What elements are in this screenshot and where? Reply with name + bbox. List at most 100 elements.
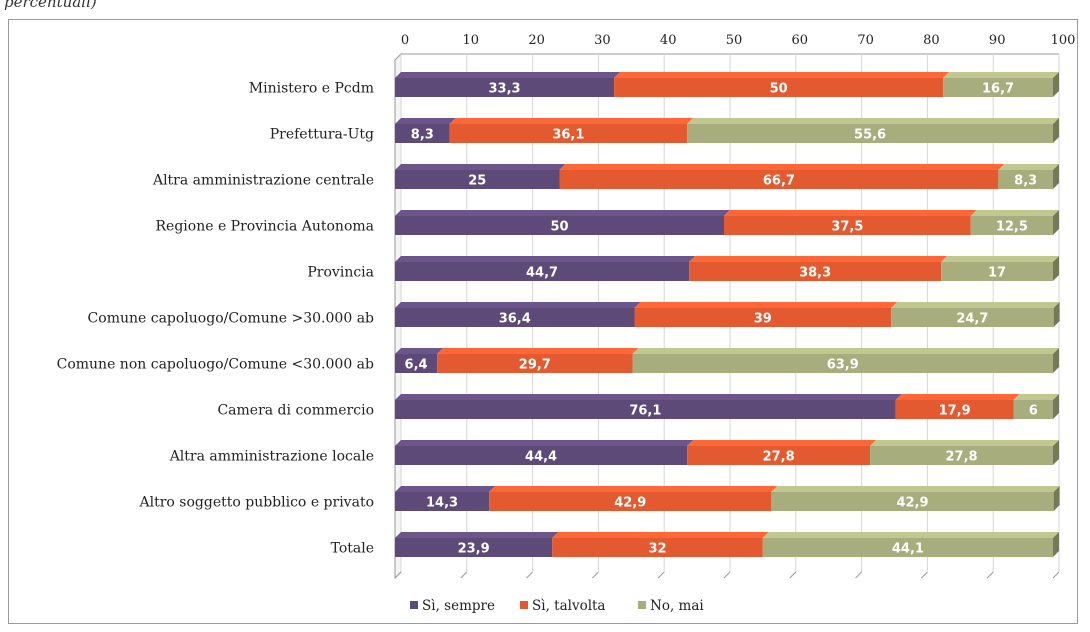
category-label: Altra amministrazione centrale [152, 173, 374, 189]
bar-top-face [395, 348, 444, 354]
data-label: 42,9 [896, 496, 928, 511]
bar-top-face [395, 302, 641, 308]
data-label: 27,8 [945, 450, 977, 465]
bar-top-face [395, 256, 696, 262]
bar-segment [395, 446, 688, 465]
bar-segment [689, 262, 942, 281]
bar-segment [395, 216, 724, 235]
x-tick-label: 30 [594, 33, 611, 48]
data-label: 55,6 [854, 128, 886, 143]
data-label: 8,3 [1014, 174, 1037, 189]
bar-segment [891, 308, 1054, 327]
x-tick-label: 60 [792, 33, 809, 48]
bar-top-face [762, 532, 1059, 538]
x-tick-label: 10 [463, 33, 480, 48]
data-label: 36,4 [499, 312, 531, 327]
bar-segment [941, 262, 1053, 281]
bar-segment [395, 170, 560, 189]
legend-label: Sì, talvolta [532, 598, 606, 614]
bar-top-face [771, 486, 1060, 492]
data-label: 63,9 [827, 358, 859, 373]
chart-frame [8, 19, 1078, 624]
x-tick-label: 90 [989, 33, 1006, 48]
bar-top-face [943, 72, 1059, 78]
category-label: Comune capoluogo/Comune >30.000 ab [88, 311, 374, 327]
bar-segment [395, 262, 690, 281]
floor-tick [986, 571, 994, 579]
data-label: 8,3 [411, 128, 434, 143]
bar-side-face [1053, 164, 1059, 189]
bar-segment [395, 492, 490, 511]
bar-side-face [1053, 118, 1059, 143]
bar-top-face [395, 164, 566, 170]
bar-segment [552, 538, 763, 557]
data-label: 16,7 [982, 82, 1014, 97]
bar-top-face [689, 256, 948, 262]
bar-top-face [634, 302, 898, 308]
bar-top-face [395, 210, 730, 216]
data-label: 42,9 [614, 496, 646, 511]
bar-segment [771, 492, 1054, 511]
bar-top-face [724, 210, 977, 216]
data-label: 50 [550, 220, 568, 235]
category-label: Ministero e Pcdm [249, 81, 374, 97]
bar-top-face [449, 118, 694, 124]
bar-top-face [395, 72, 621, 78]
x-tick-label: 70 [857, 33, 874, 48]
bar-side-face [1053, 532, 1059, 557]
x-tick-label: 80 [923, 33, 940, 48]
x-tick-label: 40 [660, 33, 677, 48]
bar-top-face [395, 532, 559, 538]
category-label: Altra amministrazione locale [169, 449, 374, 465]
category-label: Provincia [307, 265, 374, 281]
data-label: 38,3 [799, 266, 831, 281]
bar-segment [762, 538, 1053, 557]
legend-swatch [638, 601, 646, 609]
bar-segment [395, 354, 438, 373]
bar-segment [437, 354, 633, 373]
bar-top-face [970, 210, 1059, 216]
bar-top-face [687, 440, 877, 446]
bar-segment [687, 446, 871, 465]
data-label: 39 [754, 312, 772, 327]
bar-segment [449, 124, 688, 143]
bar-segment [559, 170, 999, 189]
bar-top-face [437, 348, 639, 354]
bar-top-face [1013, 394, 1059, 400]
data-label: 66,7 [763, 174, 795, 189]
bar-top-face [632, 348, 1059, 354]
data-label: 44,4 [525, 450, 557, 465]
data-label: 24,7 [956, 312, 988, 327]
bar-side-face [1053, 486, 1060, 511]
floor-tick [592, 571, 599, 579]
floor-tick [526, 571, 533, 579]
category-label: Prefettura-Utg [270, 127, 374, 143]
bar-top-face [998, 164, 1059, 170]
data-label: 37,5 [831, 220, 863, 235]
bar-side-face [1053, 210, 1059, 235]
legend-swatch [520, 601, 528, 609]
bar-top-face [489, 486, 778, 492]
data-label: 44,7 [526, 266, 558, 281]
data-label: 12,5 [996, 220, 1028, 235]
bar-top-face [552, 532, 769, 538]
bar-segment [614, 78, 944, 97]
bar-top-face [687, 118, 1059, 124]
data-label: 44,1 [892, 542, 924, 557]
floor-tick [855, 571, 862, 579]
bar-segment [489, 492, 772, 511]
data-label: 14,3 [426, 496, 458, 511]
data-label: 25 [468, 174, 486, 189]
bar-top-face [614, 72, 950, 78]
bar-segment [395, 124, 450, 143]
data-label: 6,4 [405, 358, 428, 373]
floor-tick [460, 571, 468, 579]
category-label: Altro soggetto pubblico e privato [139, 495, 375, 511]
category-label: Comune non capoluogo/Comune <30.000 ab [57, 357, 374, 373]
bar-top-face [395, 486, 496, 492]
bar-segment [998, 170, 1053, 189]
floor-tick [789, 571, 797, 579]
legend-swatch [410, 601, 418, 609]
bar-segment [943, 78, 1053, 97]
